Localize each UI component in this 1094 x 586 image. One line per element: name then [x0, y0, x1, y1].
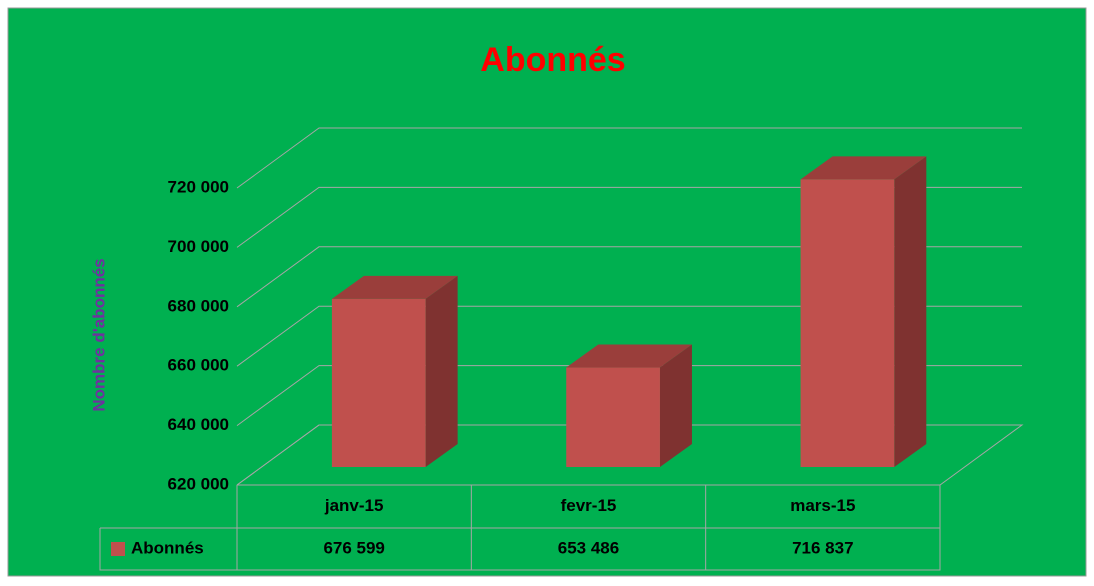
- table-value: 653 486: [558, 538, 619, 557]
- bar: [566, 367, 660, 467]
- legend-label: Abonnés: [131, 538, 204, 557]
- table-value: 716 837: [792, 538, 853, 557]
- grid-line: [236, 186, 1022, 248]
- bar-top: [566, 344, 692, 368]
- legend-swatch: [111, 542, 125, 556]
- y-tick-label: 660 000: [168, 356, 229, 375]
- bar-side: [894, 156, 927, 467]
- grid-line: [236, 365, 1022, 427]
- x-tick-label: janv-15: [324, 496, 384, 515]
- y-tick-label: 700 000: [168, 237, 229, 256]
- bar-side: [659, 344, 692, 467]
- grid-line: [236, 424, 1022, 486]
- y-tick-label: 640 000: [168, 415, 229, 434]
- y-tick-label: 720 000: [168, 177, 229, 196]
- grid-line: [236, 305, 1022, 367]
- x-tick-label: fevr-15: [561, 496, 617, 515]
- grid-line: [236, 127, 1022, 189]
- y-tick-label: 680 000: [168, 296, 229, 315]
- bar: [331, 298, 426, 467]
- y-tick-label: 620 000: [168, 474, 229, 493]
- bar-side: [425, 275, 458, 467]
- x-tick-label: mars-15: [790, 496, 855, 515]
- chart-title: Abonnés: [480, 41, 625, 79]
- bar-top: [800, 156, 927, 180]
- bar: [800, 179, 895, 467]
- y-axis-label: Nombre d'abonnés: [89, 258, 108, 411]
- table-value: 676 599: [323, 538, 384, 557]
- bar-top: [331, 275, 458, 299]
- grid-line: [236, 246, 1022, 308]
